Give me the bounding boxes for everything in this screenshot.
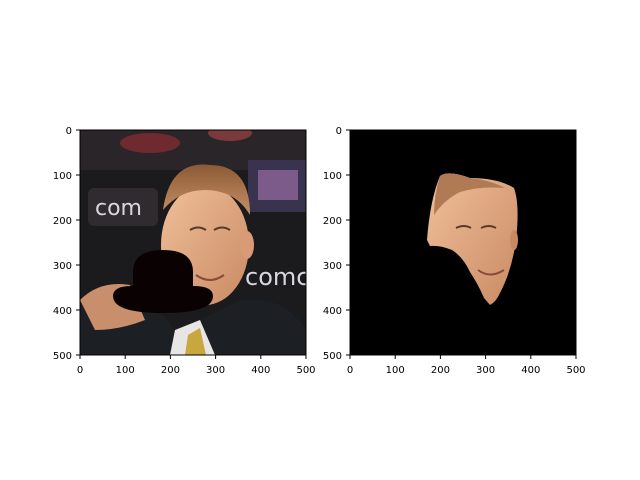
left-axes-frame (79, 129, 307, 356)
right-y-ticks (346, 129, 350, 356)
right-y-tick-label: 300 (323, 261, 342, 272)
left-x-tick-label: 400 (251, 365, 270, 376)
right-y-tick-label: 400 (323, 306, 342, 317)
left-x-tick-label: 300 (206, 365, 225, 376)
right-y-tick-label: 100 (323, 171, 342, 182)
backdrop-logos: com comc (88, 130, 309, 291)
left-y-tick-label: 500 (53, 351, 72, 362)
right-x-tick-label: 0 (347, 365, 353, 376)
svg-text:comc: comc (245, 263, 309, 291)
left-x-tick-label: 200 (161, 365, 180, 376)
left-y-tick-label: 0 (66, 126, 72, 137)
left-x-tick-label: 100 (116, 365, 135, 376)
right-x-ticks (349, 355, 577, 359)
right-x-tick-label: 500 (566, 365, 585, 376)
right-x-tick-label: 300 (476, 365, 495, 376)
segmented-face-region (427, 173, 518, 305)
right-x-tick-label: 400 (521, 365, 540, 376)
right-y-tick-label: 0 (336, 126, 342, 137)
left-x-tick-label: 500 (296, 365, 315, 376)
left-y-tick-label: 300 (53, 261, 72, 272)
left-y-tick-label: 400 (53, 306, 72, 317)
right-y-tick-label: 200 (323, 216, 342, 227)
svg-text:com: com (95, 196, 142, 221)
left-x-ticks (79, 355, 307, 359)
right-panel-image (350, 130, 576, 355)
left-y-tick-label: 200 (53, 216, 72, 227)
left-y-tick-label: 100 (53, 171, 72, 182)
left-panel-image: com comc (80, 130, 309, 355)
left-y-ticks (76, 129, 80, 356)
right-x-tick-label: 100 (386, 365, 405, 376)
right-x-tick-label: 200 (431, 365, 450, 376)
right-axes-frame (349, 129, 577, 356)
left-x-tick-label: 0 (77, 365, 83, 376)
right-y-tick-label: 500 (323, 351, 342, 362)
hat-occluder (113, 250, 213, 313)
